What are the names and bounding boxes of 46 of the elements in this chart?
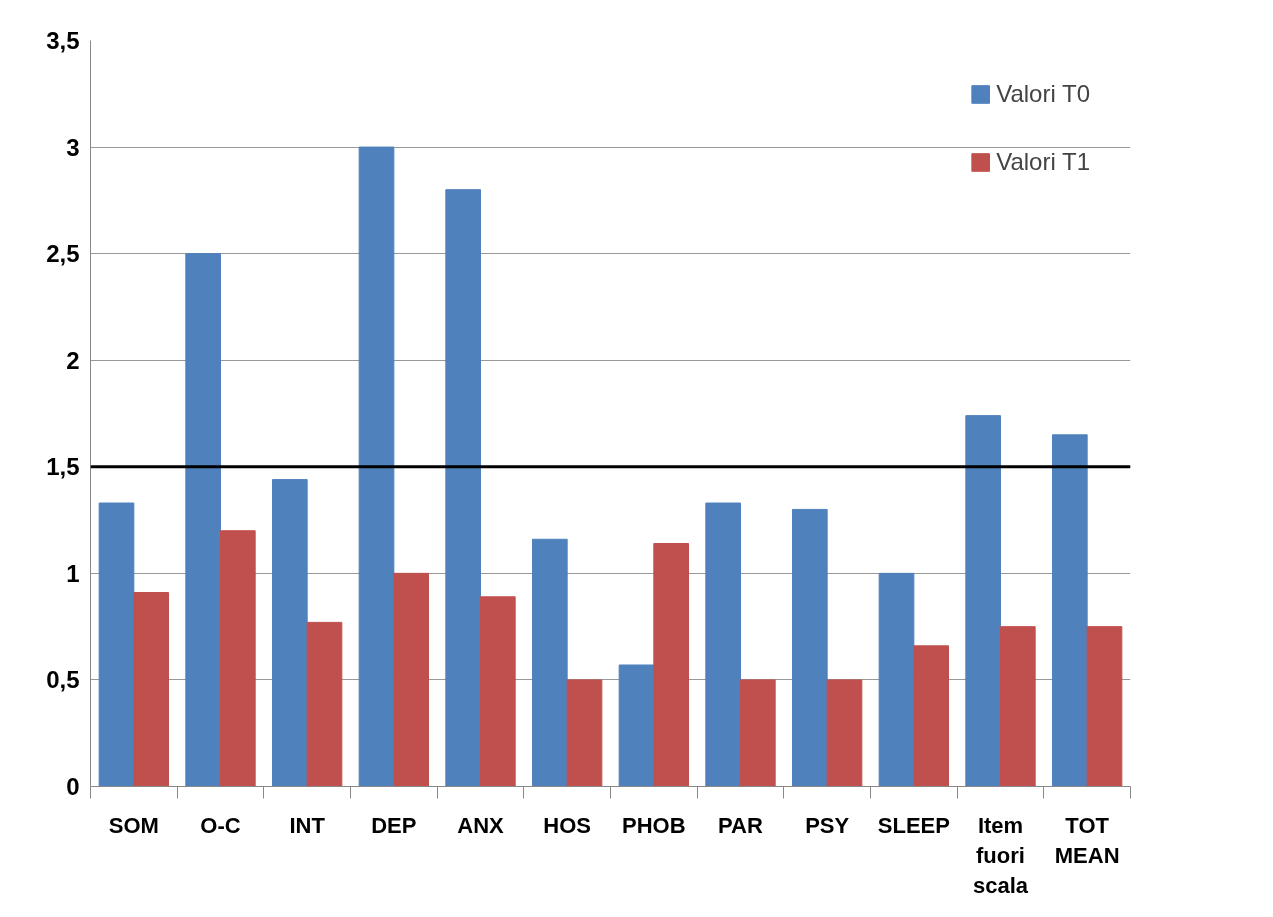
bar (1000, 626, 1036, 787)
legend-label: Valori T1 (996, 148, 1090, 176)
x-tick-label: HOS (543, 812, 592, 838)
x-tick-label: INT (289, 812, 326, 838)
x-tick-label: SLEEP (877, 812, 950, 838)
bar (1086, 626, 1123, 787)
bar (185, 253, 221, 787)
bar (306, 621, 343, 787)
bar (133, 592, 169, 787)
bar (480, 596, 516, 787)
y-tick-label: 3 (66, 133, 80, 161)
bar (532, 538, 568, 787)
bar (705, 502, 741, 787)
bar (445, 189, 481, 787)
y-tick-label: 0,5 (46, 666, 80, 694)
bar (393, 572, 429, 787)
legend-label: Valori T0 (996, 80, 1090, 108)
y-tick-label: 3,5 (46, 27, 80, 54)
x-tick-label: TOT MEAN (1054, 812, 1120, 868)
bar (618, 664, 655, 787)
bar (792, 508, 828, 787)
y-tick-label: 1,5 (46, 453, 80, 481)
bar (1052, 434, 1088, 787)
y-tick-label: 1 (66, 559, 80, 587)
x-tick-label: PAR (718, 812, 764, 838)
bar (98, 502, 135, 787)
x-tick-label: SOM (108, 812, 159, 838)
y-tick-label: 2,5 (46, 240, 80, 268)
x-tick-label: O-C (200, 812, 241, 838)
bar (272, 479, 308, 787)
bar (826, 679, 863, 787)
x-tick-label: PSY (805, 812, 850, 838)
bar (653, 543, 689, 787)
y-tick-label: 0 (66, 773, 80, 800)
x-tick-label: Item fuori scala (972, 812, 1029, 898)
bar (965, 415, 1001, 787)
y-tick-label: 2 (66, 346, 80, 374)
x-tick-label: ANX (457, 812, 505, 838)
bar (740, 679, 776, 787)
bar (220, 530, 256, 787)
x-tick-label: PHOB (622, 812, 686, 838)
bar (878, 572, 915, 787)
x-tick-label: DEP (371, 812, 417, 838)
bar (566, 679, 603, 787)
bar (913, 645, 949, 787)
bar (358, 146, 395, 787)
